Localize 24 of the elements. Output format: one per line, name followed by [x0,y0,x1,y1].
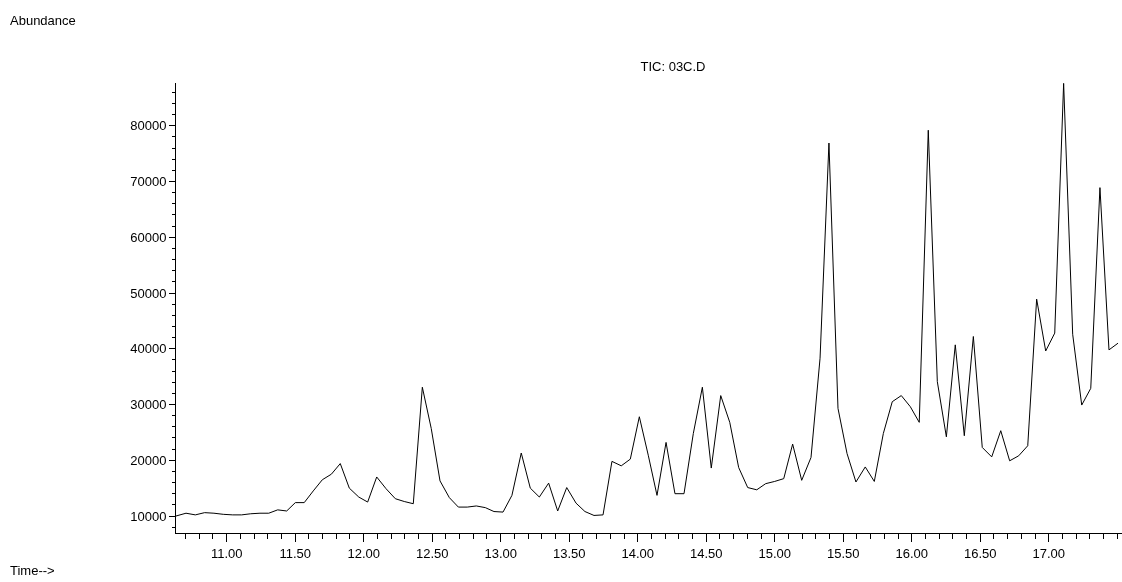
x-tick-label: 11.50 [279,545,311,561]
y-tick-label: 30000 [130,397,167,413]
x-tick-label: 14.00 [621,545,654,561]
y-tick-label: 80000 [130,118,167,134]
x-tick-label: 13.00 [484,545,517,561]
x-tick-label: 11.00 [210,545,243,561]
y-tick-label: 60000 [130,229,167,245]
x-tick-label: 12.00 [347,545,380,561]
text: Abundance [10,13,76,28]
x-tick-label: 13.50 [552,545,586,561]
x-tick-label: 14.50 [689,545,723,561]
x-tick-label: 15.00 [758,545,791,561]
y-tick-label: 70000 [130,174,167,190]
y-tick-label: 10000 [130,508,167,524]
y-tick-label: 50000 [130,285,167,301]
y-tick-label: 40000 [130,341,167,357]
x-tick-label: 15.50 [826,545,860,561]
text: Time--> [10,563,55,578]
chart-title: TIC: 03C.D [640,58,706,74]
x-tick-label: 12.50 [415,545,449,561]
y-tick-label: 20000 [130,452,167,468]
x-tick-label: 17.00 [1032,545,1065,561]
x-tick-label: 16.00 [895,545,928,561]
x-tick-label: 16.50 [963,545,997,561]
